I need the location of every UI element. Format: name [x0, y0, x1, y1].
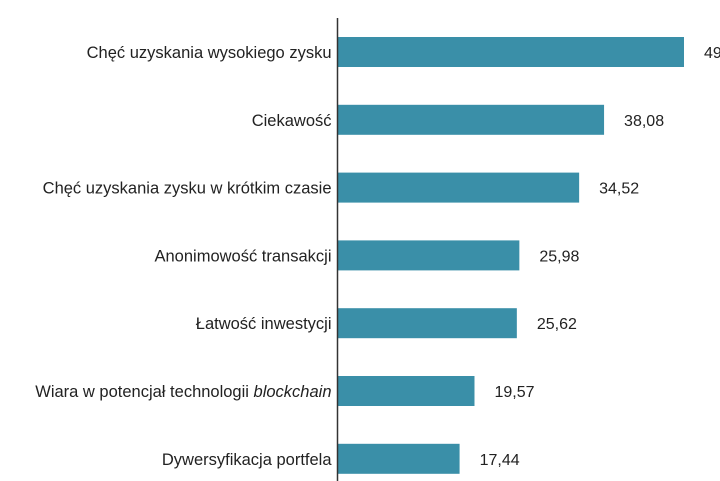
value-label-1: 49,50: [704, 45, 720, 62]
bar-6: [337, 376, 475, 406]
category-label-2: Ciekawość: [252, 112, 332, 130]
category-label-5: Łatwość inwestycji: [196, 315, 332, 333]
category-label-1: Chęć uzyskania wysokiego zysku: [87, 44, 332, 62]
value-label-6: 19,57: [494, 384, 534, 401]
value-label-7: 17,44: [480, 452, 520, 469]
category-label-6: Wiara w potencjał technologii blockchain: [35, 383, 331, 401]
bar-3: [337, 172, 580, 203]
bar-5: [337, 308, 517, 339]
bars-layer: Chęć uzyskania wysokiego zysku 49,50 Cieka…: [35, 37, 720, 474]
bar-7: [337, 443, 460, 474]
bar-2: [337, 104, 605, 135]
value-label-3: 34,52: [599, 181, 639, 198]
value-label-4: 25,98: [539, 248, 579, 265]
value-label-2: 38,08: [624, 113, 664, 130]
category-label-7: Dywersyfikacja portfela: [162, 451, 332, 469]
category-label-4: Anonimowość transakcji: [155, 247, 332, 265]
bar-4: [337, 240, 520, 271]
bar-1: [337, 37, 684, 67]
category-label-3: Chęć uzyskania zysku w krótkim czasie: [43, 180, 332, 198]
value-label-5: 25,62: [537, 316, 577, 333]
